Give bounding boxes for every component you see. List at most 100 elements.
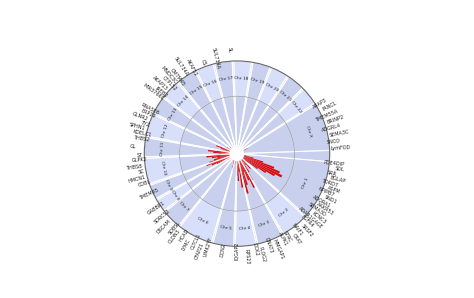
Wedge shape <box>237 146 238 152</box>
Wedge shape <box>242 149 243 150</box>
Wedge shape <box>232 148 234 150</box>
Text: IQGAP2: IQGAP2 <box>235 242 239 260</box>
Text: SEMA3C: SEMA3C <box>328 129 349 138</box>
Wedge shape <box>238 149 243 153</box>
Text: SC: SC <box>138 169 145 175</box>
Wedge shape <box>242 159 246 162</box>
Text: ARAP3: ARAP3 <box>312 97 328 110</box>
Text: Chr 14: Chr 14 <box>176 95 190 108</box>
Text: LYMC: LYMC <box>182 238 192 251</box>
Wedge shape <box>214 155 230 160</box>
Text: Chr 22: Chr 22 <box>290 100 302 114</box>
Text: STRC: STRC <box>282 230 292 244</box>
Wedge shape <box>232 161 235 168</box>
Text: DCK2: DCK2 <box>252 242 259 256</box>
Wedge shape <box>206 156 230 166</box>
Wedge shape <box>244 156 264 163</box>
Wedge shape <box>216 145 230 151</box>
Wedge shape <box>234 147 235 150</box>
Wedge shape <box>241 152 244 153</box>
Wedge shape <box>236 210 256 246</box>
Wedge shape <box>237 146 239 151</box>
Wedge shape <box>145 157 182 184</box>
Wedge shape <box>238 148 242 153</box>
Wedge shape <box>231 156 234 159</box>
Text: Chr X: Chr X <box>305 125 312 138</box>
Wedge shape <box>238 161 243 188</box>
Text: Chr 10: Chr 10 <box>160 161 167 176</box>
Wedge shape <box>286 105 329 152</box>
Wedge shape <box>238 147 241 151</box>
Text: CFAP21: CFAP21 <box>194 241 205 260</box>
Text: ASPM: ASPM <box>327 185 341 195</box>
Text: DNAT3: DNAT3 <box>263 237 273 254</box>
Wedge shape <box>239 152 244 153</box>
Wedge shape <box>233 147 235 150</box>
Wedge shape <box>241 159 243 162</box>
Text: RNASE6: RNASE6 <box>140 103 160 116</box>
Text: CTP152: CTP152 <box>161 76 177 92</box>
Wedge shape <box>237 161 239 181</box>
Wedge shape <box>235 147 236 151</box>
Wedge shape <box>150 173 187 198</box>
Text: AKAP13: AKAP13 <box>152 75 169 92</box>
Text: TMEM65: TMEM65 <box>138 187 159 201</box>
Wedge shape <box>239 148 243 152</box>
Text: Chr 1: Chr 1 <box>301 177 310 190</box>
Wedge shape <box>242 159 246 165</box>
Text: DCN2: DCN2 <box>219 243 226 257</box>
Text: THBS2: THBS2 <box>132 135 149 142</box>
Wedge shape <box>278 89 315 122</box>
Text: SPHN1: SPHN1 <box>128 122 146 131</box>
Text: GABBR1: GABBR1 <box>146 200 166 216</box>
Text: ST: ST <box>137 153 143 158</box>
Text: SEMA3D: SEMA3D <box>307 202 327 218</box>
Wedge shape <box>247 62 270 100</box>
Text: TYZ: TYZ <box>139 120 150 127</box>
Text: PDE4DIP: PDE4DIP <box>323 160 345 167</box>
Wedge shape <box>244 155 246 156</box>
Wedge shape <box>234 147 236 150</box>
Wedge shape <box>243 158 266 173</box>
Wedge shape <box>243 154 245 155</box>
Wedge shape <box>234 61 252 97</box>
Wedge shape <box>215 154 229 155</box>
Text: CMTM45: CMTM45 <box>169 67 185 87</box>
Text: HMCN1: HMCN1 <box>127 175 146 184</box>
Text: NAIF1: NAIF1 <box>291 223 304 237</box>
Wedge shape <box>146 114 185 143</box>
Wedge shape <box>238 147 240 151</box>
Text: Chr 4: Chr 4 <box>238 226 250 231</box>
Text: SL: SL <box>227 47 232 53</box>
Wedge shape <box>266 193 305 234</box>
Text: SUL734A: SUL734A <box>173 56 189 77</box>
Text: IREB2: IREB2 <box>154 86 169 99</box>
Wedge shape <box>244 155 254 159</box>
Text: ADORA1: ADORA1 <box>312 194 332 209</box>
Wedge shape <box>233 147 236 151</box>
Wedge shape <box>231 149 232 150</box>
Text: ALPK1: ALPK1 <box>277 232 289 248</box>
Text: Chr 11: Chr 11 <box>160 141 164 156</box>
Text: GLPK2: GLPK2 <box>132 157 148 164</box>
Text: CRAT: CRAT <box>291 232 302 246</box>
Text: MNDC3C: MNDC3C <box>160 66 178 85</box>
Wedge shape <box>241 151 244 153</box>
Wedge shape <box>217 157 230 164</box>
Wedge shape <box>244 148 247 150</box>
Text: CS: CS <box>200 58 206 66</box>
Text: TMEM55A: TMEM55A <box>314 108 339 123</box>
Wedge shape <box>165 190 201 226</box>
Text: SND1: SND1 <box>323 195 337 205</box>
Wedge shape <box>154 98 191 128</box>
Wedge shape <box>240 160 249 181</box>
Wedge shape <box>234 161 236 165</box>
Wedge shape <box>239 161 245 173</box>
Wedge shape <box>236 146 237 152</box>
Wedge shape <box>250 204 282 244</box>
Text: Chr 20: Chr 20 <box>264 82 279 92</box>
Wedge shape <box>238 146 239 150</box>
Wedge shape <box>232 148 233 149</box>
Text: Chr 19: Chr 19 <box>250 77 264 85</box>
Wedge shape <box>269 77 302 113</box>
